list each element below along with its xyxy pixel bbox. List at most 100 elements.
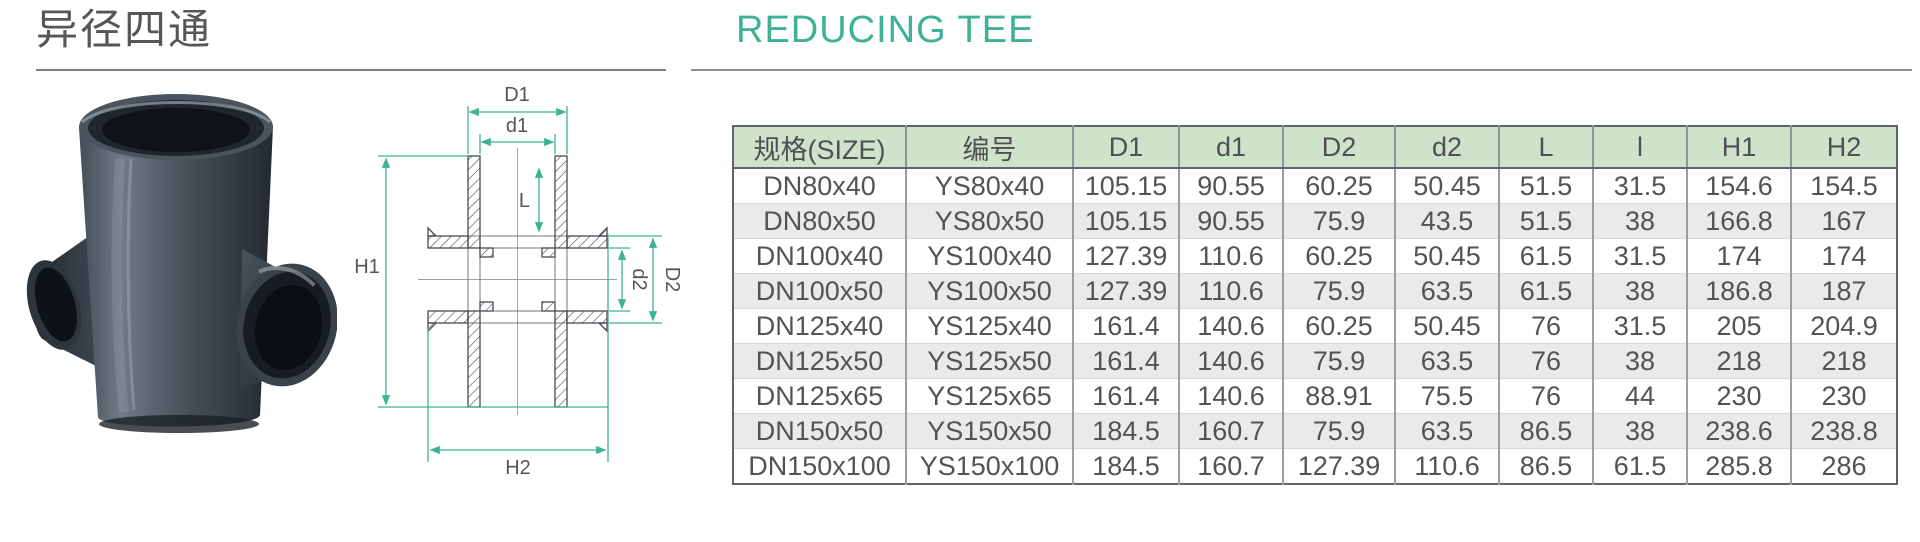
table-cell: 60.25 <box>1283 168 1396 204</box>
table-cell: 174 <box>1791 238 1897 274</box>
table-cell: 166.8 <box>1687 203 1792 239</box>
dim-label-d1: d1 <box>506 115 528 137</box>
table-cell: 90.55 <box>1179 203 1284 239</box>
table-cell: 63.5 <box>1395 343 1500 379</box>
title-underline-left <box>36 69 666 71</box>
table-cell: DN125x50 <box>733 343 907 379</box>
table-cell: 75.9 <box>1283 343 1396 379</box>
table-cell: 161.4 <box>1073 343 1180 379</box>
dim-label-D2: D2 <box>661 267 680 293</box>
table-cell: 105.15 <box>1073 168 1180 204</box>
dim-label-D1: D1 <box>504 84 530 106</box>
table-cell: 110.6 <box>1179 273 1284 309</box>
table-cell: 43.5 <box>1395 203 1500 239</box>
table-cell: 61.5 <box>1593 448 1688 484</box>
table-cell: 184.5 <box>1073 413 1180 449</box>
table-cell: DN100x50 <box>733 273 907 309</box>
table-cell: 154.6 <box>1687 168 1792 204</box>
table-cell: YS125x50 <box>906 343 1074 379</box>
table-cell: 140.6 <box>1179 343 1284 379</box>
table-cell: 38 <box>1593 343 1688 379</box>
table-cell: DN150x50 <box>733 413 907 449</box>
table-cell: 140.6 <box>1179 378 1284 414</box>
table-row: DN125x40 YS125x40 161.4 140.6 60.25 50.45 76 31… <box>733 308 1897 344</box>
table-cell: 61.5 <box>1499 238 1594 274</box>
table-row: DN125x50 YS125x50 161.4 140.6 75.9 63.5 76 38 21… <box>733 343 1897 379</box>
table-cell: 127.39 <box>1073 273 1180 309</box>
table-cell: 38 <box>1593 203 1688 239</box>
extension-lines <box>378 106 662 462</box>
table-cell: YS80x40 <box>906 168 1074 204</box>
table-cell: YS150x50 <box>906 413 1074 449</box>
dim-label-H2: H2 <box>505 457 531 479</box>
table-cell: 88.91 <box>1283 378 1396 414</box>
table-cell: 38 <box>1593 413 1688 449</box>
column-header: L <box>1499 126 1594 169</box>
table-cell: 38 <box>1593 273 1688 309</box>
title-underline-right <box>691 69 1912 71</box>
table-cell: 154.5 <box>1810 170 1878 201</box>
table-cell: 75.9 <box>1283 413 1396 449</box>
dim-label-d2: d2 <box>628 268 650 290</box>
column-header: 编号 <box>906 126 1074 169</box>
table-row: DN80x40 YS80x40 105.15 90.55 60.25 50.45 51.5 3… <box>733 168 1897 204</box>
table-cell: 204.9 <box>1791 308 1897 344</box>
column-header: 规格(SIZE) <box>733 126 907 169</box>
table-cell: 63.5 <box>1395 413 1500 449</box>
table-cell: 75.5 <box>1395 378 1500 414</box>
table-cell: 230 <box>1687 378 1792 414</box>
table-cell: 218 <box>1791 343 1897 379</box>
table-cell: 50.45 <box>1395 238 1500 274</box>
table-cell: 60.25 <box>1283 238 1396 274</box>
table-cell: 60.25 <box>1283 308 1396 344</box>
table-cell: 127.39 <box>1073 238 1180 274</box>
table-cell: 51.5 <box>1499 203 1594 239</box>
page-title-english: REDUCING TEE <box>736 9 1035 51</box>
table-cell: 110.6 <box>1395 448 1500 484</box>
table-row: DN150x50 YS150x50 184.5 160.7 75.9 63.5 86.5 38… <box>733 413 1897 449</box>
table-row: DN100x40 YS100x40 127.39 110.6 60.25 50.45 61.… <box>733 238 1897 274</box>
table-row: DN80x50 YS80x50 105.15 90.55 75.9 43.5 51.5 38 1… <box>733 203 1897 239</box>
table-cell: 105.15 <box>1073 203 1180 239</box>
table-cell: 76 <box>1499 343 1594 379</box>
table-cell: DN150x100 <box>733 448 907 484</box>
table-cell: 184.5 <box>1073 448 1180 484</box>
dim-label-H1: H1 <box>354 256 380 278</box>
table-cell: 238.6 <box>1687 413 1792 449</box>
table-cell: 31.5 <box>1593 168 1688 204</box>
column-header: D1 <box>1073 126 1180 169</box>
table-cell: DN80x40 <box>733 168 907 204</box>
table-cell: 161.4 <box>1073 308 1180 344</box>
table-cell: 238.8 <box>1791 413 1897 449</box>
table-cell: 90.55 <box>1179 168 1284 204</box>
table-cell: 205 <box>1687 308 1792 344</box>
table-cell: 50.45 <box>1395 308 1500 344</box>
dimension-arrows <box>381 107 658 455</box>
center-lines <box>418 148 617 415</box>
dim-label-L: L <box>519 190 530 212</box>
table-cell: 218 <box>1687 343 1792 379</box>
table-cell: YS100x40 <box>906 238 1074 274</box>
page-title-chinese: 异径四通 <box>36 6 213 53</box>
column-header: H2 <box>1791 126 1897 169</box>
table-cell: 286 <box>1791 448 1897 484</box>
table-cell: YS125x65 <box>906 378 1074 414</box>
table-cell: 160.7 <box>1179 413 1284 449</box>
section-walls <box>427 155 608 408</box>
table-cell: 285.8 <box>1687 448 1792 484</box>
table-cell: 127.39 <box>1283 448 1396 484</box>
table-cell: 44 <box>1593 378 1688 414</box>
table-cell: DN100x40 <box>733 238 907 274</box>
table-cell: YS150x100 <box>906 448 1074 484</box>
table-cell: 160.7 <box>1179 448 1284 484</box>
column-header: H1 <box>1687 126 1792 169</box>
table-cell: 75.9 <box>1283 273 1396 309</box>
dimension-drawing: D1 d1 L H1 d2 D2 H2 <box>354 84 680 479</box>
table-cell: 110.6 <box>1179 238 1284 274</box>
table-cell: DN125x65 <box>733 378 907 414</box>
table-row: DN150x100 YS150x100 184.5 160.7 127.39 110.6 8… <box>733 448 1897 484</box>
table-cell: 63.5 <box>1395 273 1500 309</box>
table-cell: 140.6 <box>1179 308 1284 344</box>
